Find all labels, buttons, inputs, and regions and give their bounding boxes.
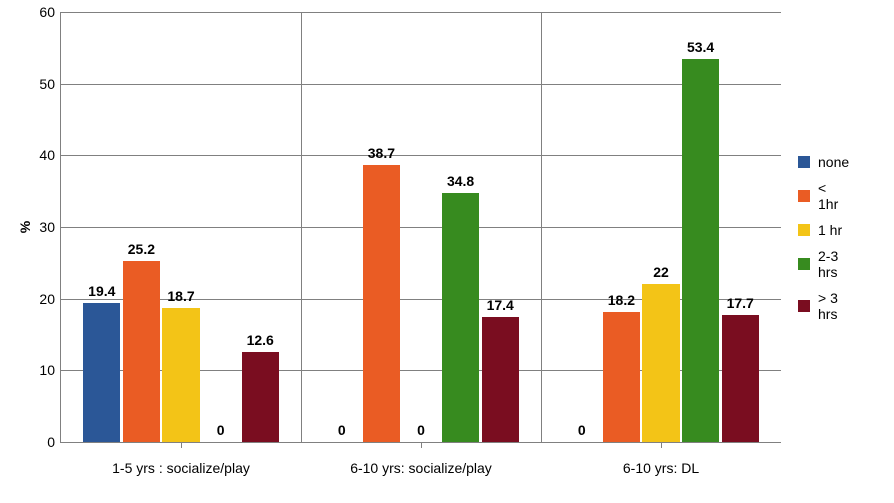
bar-value-label: 17.4 [487, 297, 514, 313]
y-tick-label: 50 [39, 76, 61, 92]
legend-label: 2-3 hrs [818, 248, 849, 280]
bar-value-label: 18.7 [167, 288, 194, 304]
bar [482, 317, 519, 442]
bar [642, 284, 679, 442]
legend-item: 1 hr [798, 222, 849, 238]
plot-area: % 01020304050601-5 yrs : socialize/play1… [60, 12, 781, 443]
panel-divider [541, 12, 542, 442]
bar-value-label: 38.7 [368, 145, 395, 161]
bar-value-label: 53.4 [687, 39, 714, 55]
legend-item: 2-3 hrs [798, 248, 849, 280]
bar-value-label: 0 [338, 422, 346, 438]
legend-swatch [798, 156, 810, 168]
panel-divider [301, 12, 302, 442]
y-tick-label: 30 [39, 219, 61, 235]
bar-value-label: 12.6 [247, 332, 274, 348]
y-tick-label: 0 [47, 434, 61, 450]
y-axis-title: % [17, 221, 33, 233]
gridline [61, 84, 781, 85]
bar-value-label: 34.8 [447, 173, 474, 189]
legend: none < 1hr 1 hr 2-3 hrs > 3 hrs [798, 144, 849, 332]
category-label: 1-5 yrs : socialize/play [112, 442, 250, 476]
legend-item: < 1hr [798, 180, 849, 212]
legend-item: none [798, 154, 849, 170]
legend-swatch [798, 224, 810, 236]
bar [722, 315, 759, 442]
bar [242, 352, 279, 442]
category-label: 6-10 yrs: DL [623, 442, 699, 476]
bar [442, 193, 479, 442]
legend-item: > 3 hrs [798, 290, 849, 322]
bar-value-label: 25.2 [128, 241, 155, 257]
y-tick-label: 40 [39, 147, 61, 163]
bar-value-label: 0 [578, 422, 586, 438]
category-label: 6-10 yrs: socialize/play [350, 442, 492, 476]
bar [162, 308, 199, 442]
legend-label: 1 hr [818, 222, 842, 238]
bar-value-label: 22 [653, 264, 669, 280]
bar [682, 59, 719, 442]
legend-label: < 1hr [818, 180, 849, 212]
legend-label: none [818, 154, 849, 170]
bar [603, 312, 640, 442]
bar [123, 261, 160, 442]
gridline [61, 155, 781, 156]
legend-swatch [798, 300, 810, 312]
legend-swatch [798, 258, 810, 270]
legend-label: > 3 hrs [818, 290, 849, 322]
bar-value-label: 19.4 [88, 283, 115, 299]
bar-value-label: 0 [417, 422, 425, 438]
y-tick-label: 60 [39, 4, 61, 20]
legend-swatch [798, 190, 810, 202]
y-tick-label: 10 [39, 362, 61, 378]
gridline [61, 227, 781, 228]
bar [363, 165, 400, 442]
bar [83, 303, 120, 442]
y-tick-label: 20 [39, 291, 61, 307]
bar-value-label: 0 [217, 422, 225, 438]
gridline [61, 12, 781, 13]
bar-value-label: 18.2 [608, 292, 635, 308]
bar-value-label: 17.7 [727, 295, 754, 311]
